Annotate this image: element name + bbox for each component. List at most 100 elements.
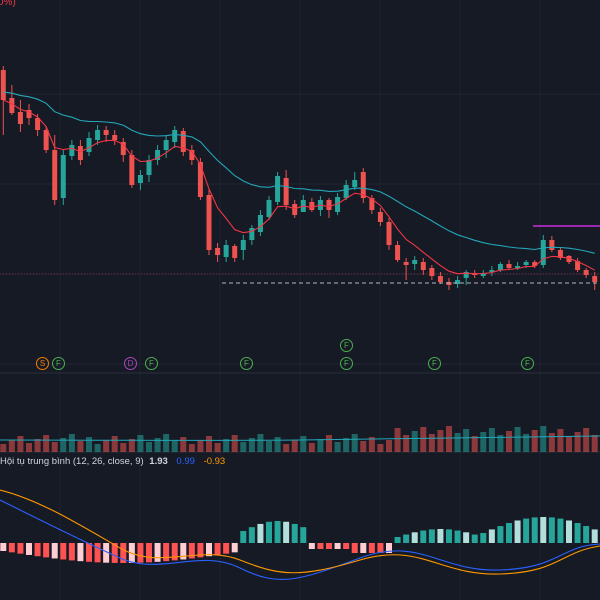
candle-body bbox=[309, 202, 315, 210]
volume-bar bbox=[351, 434, 358, 452]
event-marker-f[interactable]: F bbox=[145, 357, 158, 370]
volume-bar bbox=[197, 440, 204, 452]
macd-histogram-bar bbox=[317, 543, 324, 549]
candle-body bbox=[60, 155, 66, 198]
macd-histogram-bar bbox=[446, 529, 452, 543]
volume-bar bbox=[531, 430, 538, 452]
macd-histogram-bar bbox=[300, 527, 307, 543]
candle-body bbox=[206, 195, 212, 250]
volume-bar bbox=[548, 433, 555, 452]
macd-histogram-bar bbox=[591, 529, 598, 543]
candle-body bbox=[180, 131, 186, 152]
ema-slow-line bbox=[3, 91, 595, 254]
macd-histogram-bar bbox=[360, 543, 367, 553]
event-marker-f[interactable]: F bbox=[521, 357, 534, 370]
volume-bar bbox=[188, 444, 195, 452]
macd-histogram-bar bbox=[514, 520, 521, 543]
candle-body bbox=[455, 280, 461, 284]
macd-histogram-bar bbox=[103, 543, 110, 563]
macd-histogram-bar bbox=[497, 526, 504, 543]
volume-bar bbox=[43, 435, 50, 452]
candle-body bbox=[232, 246, 238, 258]
event-marker-f[interactable]: F bbox=[428, 357, 441, 370]
macd-histogram-bar bbox=[231, 543, 238, 553]
candle-body bbox=[69, 145, 75, 156]
volume-bar bbox=[488, 428, 495, 452]
macd-histogram-bar bbox=[548, 517, 555, 543]
event-marker-f[interactable]: F bbox=[240, 357, 253, 370]
macd-histogram-bar bbox=[137, 543, 144, 563]
event-marker-f[interactable]: F bbox=[340, 357, 353, 370]
candle-body bbox=[120, 142, 126, 155]
candle-body bbox=[592, 276, 598, 282]
macd-histogram-bar bbox=[26, 543, 32, 555]
candle-body bbox=[240, 240, 246, 250]
volume-bar bbox=[446, 426, 452, 452]
candle-body bbox=[480, 273, 486, 276]
macd-histogram-bar bbox=[94, 543, 101, 563]
macd-histogram-bar bbox=[574, 523, 581, 543]
volume-bar bbox=[291, 440, 298, 452]
candle-body bbox=[335, 197, 341, 212]
candle-body bbox=[506, 264, 512, 268]
macd-histogram-bar bbox=[8, 543, 15, 553]
volume-bar bbox=[240, 442, 247, 452]
macd-histogram-bar bbox=[0, 543, 7, 551]
candle-body bbox=[497, 264, 503, 270]
volume-bar bbox=[60, 438, 67, 452]
volume-bar bbox=[120, 443, 127, 452]
volume-bar bbox=[411, 431, 418, 452]
candle-body bbox=[26, 110, 32, 118]
volume-bar bbox=[360, 441, 367, 452]
macd-histogram-bar bbox=[163, 543, 170, 562]
candle-body bbox=[292, 204, 298, 215]
macd-histogram-bar bbox=[531, 517, 538, 543]
macd-histogram-bar bbox=[326, 543, 332, 549]
macd-histogram-bar bbox=[411, 532, 418, 543]
volume-bar bbox=[574, 432, 581, 452]
candle-body bbox=[155, 150, 161, 160]
macd-histogram-bar bbox=[343, 543, 350, 549]
event-marker-f[interactable]: F bbox=[52, 357, 65, 370]
volume-bar bbox=[540, 426, 547, 452]
macd-histogram-bar bbox=[454, 530, 461, 543]
candle-body bbox=[360, 172, 366, 198]
volume-bar bbox=[0, 444, 7, 452]
volume-bar bbox=[566, 436, 572, 452]
candle-body bbox=[17, 112, 23, 124]
candle-body bbox=[429, 268, 435, 276]
candle-body bbox=[257, 215, 263, 232]
macd-histogram-bar bbox=[308, 543, 315, 549]
volume-bar bbox=[214, 443, 221, 452]
volume-bar bbox=[154, 438, 161, 452]
event-marker-d[interactable]: D bbox=[124, 357, 137, 370]
volume-bar bbox=[471, 436, 478, 452]
macd-histogram-bar bbox=[394, 537, 401, 543]
event-marker-s[interactable]: S bbox=[36, 357, 49, 370]
macd-line bbox=[0, 499, 600, 580]
macd-histogram-bar bbox=[120, 543, 127, 563]
candle-body bbox=[352, 180, 358, 187]
candle-body bbox=[343, 185, 349, 198]
volume-bar bbox=[523, 434, 530, 452]
volume-bar bbox=[137, 435, 144, 452]
candle-body bbox=[163, 140, 169, 150]
volume-bar bbox=[128, 439, 135, 452]
macd-histogram-bar bbox=[17, 543, 24, 554]
macd-histogram-bar bbox=[463, 532, 470, 543]
candle-body bbox=[137, 175, 143, 183]
macd-histogram-bar bbox=[111, 543, 118, 563]
macd-histogram-bar bbox=[540, 517, 547, 543]
macd-histogram-bar bbox=[206, 543, 212, 557]
event-marker-f[interactable]: F bbox=[340, 339, 353, 352]
volume-bar bbox=[94, 444, 101, 452]
volume-bar bbox=[266, 441, 272, 452]
macd-histogram-bar bbox=[488, 529, 495, 543]
candle-body bbox=[172, 130, 178, 142]
volume-bar bbox=[437, 430, 444, 452]
volume-bar bbox=[308, 443, 315, 452]
macd-histogram-bar bbox=[334, 543, 341, 549]
macd-histogram-bar bbox=[60, 543, 67, 560]
candle-body bbox=[146, 160, 152, 175]
volume-bar bbox=[248, 438, 255, 452]
